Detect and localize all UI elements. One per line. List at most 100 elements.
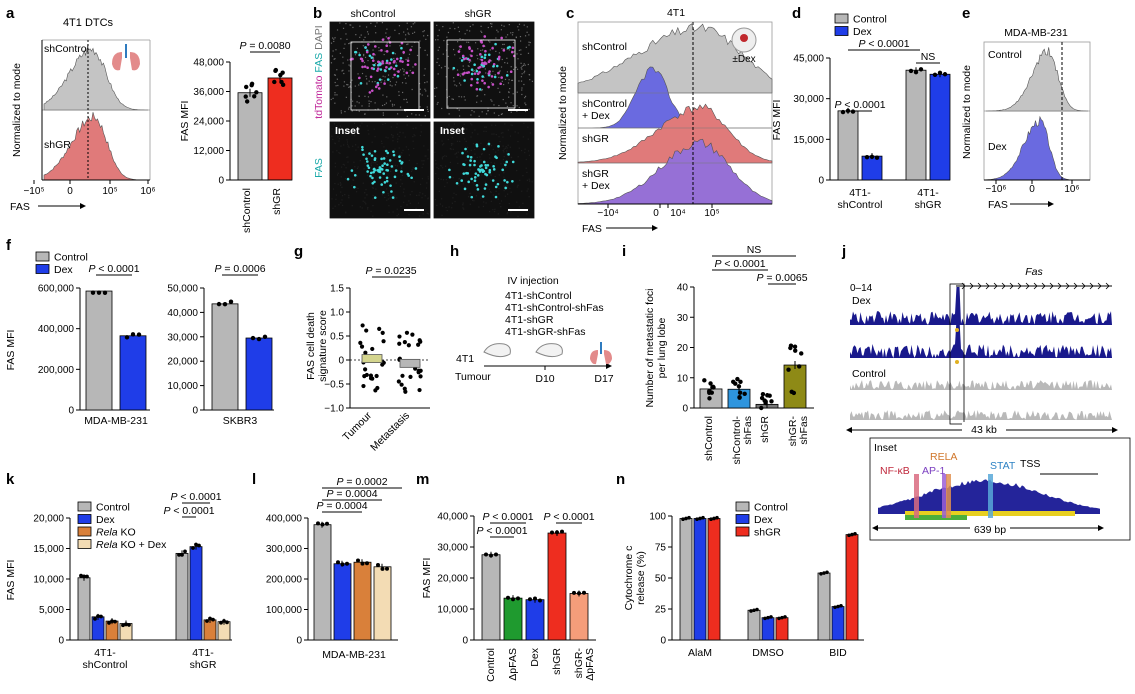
- texture: [391, 105, 394, 107]
- texture: [520, 76, 523, 78]
- texture: [452, 148, 454, 150]
- texture: [343, 72, 345, 75]
- texture: [523, 24, 525, 26]
- histogram: [43, 112, 148, 181]
- texture: [516, 186, 518, 188]
- texture: [449, 148, 451, 150]
- bar: [837, 110, 859, 181]
- texture: [399, 106, 402, 108]
- signal: [485, 173, 489, 177]
- signal: [381, 60, 384, 63]
- signal: [476, 174, 480, 177]
- texture: [488, 210, 491, 213]
- texture: [456, 69, 459, 71]
- texture: [440, 165, 443, 167]
- texture: [381, 104, 384, 107]
- texture: [386, 199, 388, 201]
- texture: [454, 54, 456, 56]
- data-point: [208, 616, 212, 621]
- signal: [370, 66, 374, 70]
- texture: [493, 133, 495, 135]
- texture: [370, 22, 372, 25]
- x-tick-label: 4T1-shControl: [83, 647, 128, 671]
- texture: [342, 163, 344, 166]
- texture: [334, 205, 336, 207]
- texture: [512, 93, 514, 95]
- texture: [463, 68, 465, 71]
- texture: [493, 210, 496, 213]
- texture: [452, 48, 455, 51]
- signal: [388, 67, 391, 71]
- signal: [473, 159, 476, 163]
- texture: [359, 25, 361, 27]
- texture: [497, 87, 499, 89]
- legend-label: Dex: [54, 264, 73, 276]
- texture: [420, 124, 422, 126]
- marker: [955, 328, 959, 332]
- texture: [448, 95, 450, 98]
- y-axis-label: Normalized to mode: [11, 63, 23, 157]
- y-tick-label: 200,000: [266, 575, 303, 586]
- texture: [332, 151, 334, 153]
- texture: [470, 123, 472, 125]
- texture: [354, 54, 357, 56]
- texture: [403, 74, 405, 76]
- texture: [458, 95, 460, 98]
- signal: [388, 159, 392, 162]
- texture: [403, 70, 405, 73]
- signal: [492, 168, 496, 171]
- texture: [412, 167, 414, 169]
- texture: [489, 191, 492, 193]
- texture: [516, 91, 518, 93]
- dish-icon: [740, 34, 748, 42]
- texture: [451, 133, 453, 136]
- legend-label: Control: [54, 252, 88, 264]
- texture: [498, 174, 500, 176]
- texture: [389, 84, 391, 86]
- texture: [365, 75, 367, 77]
- data-point: [79, 573, 83, 578]
- group-label: 4T1-shControl: [505, 290, 572, 302]
- texture: [394, 148, 396, 150]
- texture: [413, 147, 415, 150]
- texture: [427, 34, 429, 37]
- texture: [423, 160, 425, 162]
- texture: [447, 67, 450, 69]
- legend-swatch: [35, 251, 50, 262]
- texture: [435, 159, 437, 162]
- texture: [506, 48, 508, 50]
- texture: [499, 202, 501, 205]
- y-tick-label: 200,000: [38, 365, 75, 376]
- data-point: [850, 532, 854, 537]
- texture: [404, 77, 407, 79]
- texture: [485, 126, 487, 128]
- texture: [336, 78, 338, 80]
- texture: [349, 65, 351, 67]
- data-point: [825, 570, 829, 575]
- texture: [373, 198, 375, 200]
- texture: [381, 79, 383, 81]
- x-tick-label: 4T1-shControl: [838, 187, 883, 211]
- texture: [409, 202, 411, 204]
- texture: [412, 127, 414, 130]
- texture: [412, 23, 414, 25]
- texture: [473, 183, 475, 185]
- texture: [363, 53, 365, 56]
- texture: [351, 185, 353, 187]
- texture: [512, 105, 514, 107]
- texture: [502, 136, 504, 138]
- texture: [364, 56, 367, 59]
- signal: [414, 167, 418, 170]
- signal: [473, 72, 477, 75]
- texture: [397, 141, 399, 143]
- signal: [353, 185, 356, 189]
- texture: [504, 123, 506, 125]
- texture: [523, 70, 526, 72]
- texture: [528, 154, 531, 156]
- texture: [495, 37, 497, 39]
- arrow-head: [1048, 201, 1054, 207]
- texture: [502, 145, 504, 147]
- texture: [509, 146, 511, 148]
- signal: [496, 182, 500, 186]
